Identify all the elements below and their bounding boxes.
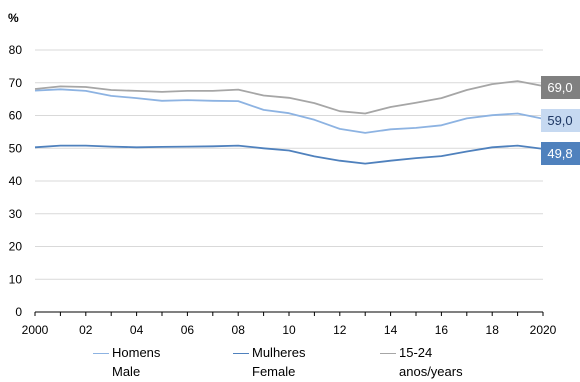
legend-swatch-mulheres: [233, 353, 249, 354]
legend-label-mulheres: Mulheres: [252, 345, 306, 360]
x-tick-label: 16: [435, 323, 449, 337]
end-label-value: 69,0: [547, 80, 572, 95]
gridlines: [35, 49, 543, 280]
x-tick-label: 02: [79, 323, 93, 337]
end-label-box: [541, 142, 580, 165]
legend-swatch-homens: [93, 353, 109, 354]
legend: Homens Male Mulheres Female 15-24 anos/y…: [0, 344, 580, 382]
legend-sublabel-15-24: anos/years: [399, 364, 463, 379]
x-tick-label: 2020: [530, 323, 557, 337]
x-tick-label: 04: [130, 323, 144, 337]
y-axis-label: %: [8, 11, 19, 25]
x-tick-label: 12: [333, 323, 347, 337]
x-tick-label: 14: [384, 323, 398, 337]
line-chart: % 0 10 20 30 40 50 60 70 80 2000 02 04 06 08 10 12 14 16…: [8, 11, 580, 337]
x-tick-label: 10: [282, 323, 296, 337]
legend-label-15-24: 15-24: [399, 345, 433, 360]
y-tick-label: 0: [15, 305, 22, 319]
legend-swatch-15-24: [380, 353, 396, 354]
end-labels: 69,0 59,0 49,8: [541, 76, 580, 165]
end-label-box: [541, 109, 580, 132]
y-tick-label: 70: [9, 76, 23, 90]
legend-sublabel-mulheres: Female: [252, 364, 296, 379]
series-line-mulheres: [34, 144, 544, 165]
x-axis: 2000 02 04 06 08 10 12 14 16 18 2020: [22, 311, 557, 337]
y-tick-label: 30: [9, 207, 23, 221]
end-label-value: 49,8: [547, 146, 572, 161]
y-tick-label: 40: [9, 174, 23, 188]
x-tick-label: 08: [232, 323, 246, 337]
series-lines: [34, 80, 544, 165]
y-tick-label: 60: [9, 109, 23, 123]
legend-label-homens: Homens: [112, 345, 161, 360]
y-tick-label: 50: [9, 141, 23, 155]
x-tick-label: 06: [181, 323, 195, 337]
legend-sublabel-homens: Male: [112, 364, 141, 379]
y-tick-label: 20: [9, 240, 23, 254]
end-label-box: [541, 76, 580, 99]
x-tick-label: 18: [486, 323, 500, 337]
end-label-value: 59,0: [547, 113, 572, 128]
y-axis-ticks: 0 10 20 30 40 50 60 70 80: [9, 43, 23, 319]
series-line-homens: [34, 88, 544, 134]
series-line-15-24: [34, 80, 544, 115]
x-tick-label: 2000: [22, 323, 49, 337]
y-tick-label: 10: [9, 272, 23, 286]
y-tick-label: 80: [9, 43, 23, 57]
